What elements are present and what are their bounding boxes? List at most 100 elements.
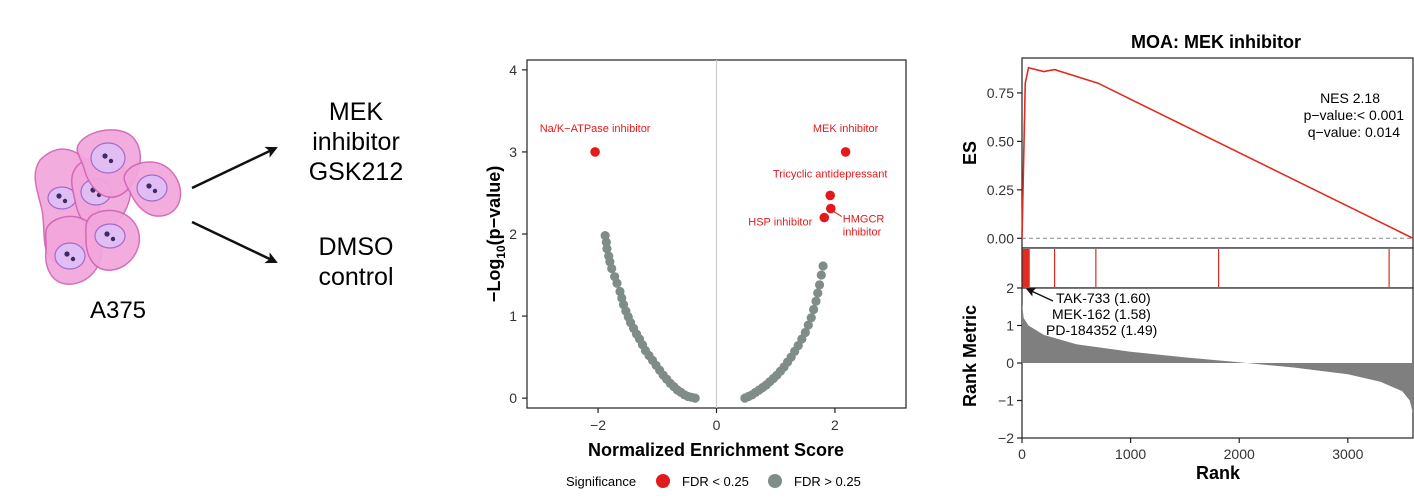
gsea-enrichment-plot: MOA: MEK inhibitor 0.00 0.25 0.50 0.75 ES N… — [960, 32, 1414, 483]
rank-x-tick-label: 2000 — [1224, 446, 1255, 462]
volcano-point-ns — [811, 296, 821, 306]
legend-swatch-fdr-high — [768, 474, 782, 488]
volcano-point-sig — [819, 212, 830, 223]
es-running-score-line — [1021, 66, 1414, 240]
volcano-point-sig — [825, 190, 835, 201]
rank-y-tick-label: 0 — [1006, 355, 1014, 371]
treatment-arrow-dmso — [191, 220, 278, 264]
cell-nucleolus-1b — [62, 198, 68, 204]
volcano-point-label: Tricyclic antidepressant — [773, 168, 888, 180]
cell-line-label: A375 — [90, 297, 146, 324]
es-y-tick-label: 0.25 — [987, 182, 1014, 198]
cell-nucleus-3 — [90, 142, 126, 174]
es-y-tick-label: 0.50 — [987, 133, 1014, 149]
rank-x-axis: 0 1000 2000 3000 — [1018, 438, 1364, 462]
cell-nucleus-6 — [94, 223, 126, 249]
volcano-y-tick-label: 3 — [509, 144, 517, 160]
volcano-point-ns — [690, 393, 700, 403]
experiment-schematic: A375 MEK inhibitor GSK212 DMSO control — [34, 98, 404, 324]
volcano-x-axis: −2 0 2 — [590, 408, 839, 433]
volcano-x-tick-label: 0 — [713, 417, 721, 433]
cell-nucleolus-3b — [108, 158, 114, 164]
gsea-title: MOA: MEK inhibitor — [1131, 32, 1301, 52]
treatment-dmso-label: DMSO control — [318, 233, 393, 291]
volcano-legend: Significance FDR < 0.25 FDR > 0.25 — [566, 474, 861, 489]
volcano-point-ns — [803, 320, 813, 330]
rank-x-axis-title: Rank — [1196, 463, 1241, 483]
volcano-point-ns — [800, 327, 810, 338]
volcano-point-sig — [825, 203, 836, 214]
volcano-point-labels: Na/K−ATPase inhibitor MEK inhibitor Tricyc… — [540, 123, 888, 239]
es-y-tick-label: 0.00 — [987, 230, 1014, 246]
es-plot-area — [1021, 57, 1414, 249]
rank-y-tick-label: −1 — [998, 393, 1014, 409]
volcano-point-ns — [806, 313, 816, 323]
es-y-tick-label: 0.75 — [987, 85, 1014, 101]
top-hit-label-1: TAK-733 (1.60) — [1056, 290, 1151, 306]
rank-x-tick-label: 3000 — [1332, 446, 1363, 462]
volcano-point-label: HMGCR inhibitor — [843, 214, 885, 239]
legend-title: Significance — [566, 474, 636, 489]
volcano-y-tick-label: 1 — [509, 308, 517, 324]
rank-x-tick-label: 0 — [1018, 446, 1026, 462]
volcano-point-label: MEK inhibitor — [813, 123, 879, 135]
p-value-annotation: p−value:< 0.001 — [1304, 107, 1405, 123]
volcano-point-ns — [818, 261, 828, 271]
volcano-point-ns — [612, 278, 622, 288]
cell-nucleolus-1a — [56, 193, 62, 199]
hit-barcode-area — [1021, 247, 1414, 289]
volcano-point-ns — [809, 304, 819, 315]
cell-nucleolus-4b — [152, 188, 158, 194]
volcano-point-ns — [816, 270, 826, 280]
volcano-label-connector — [833, 211, 843, 217]
rank-metric-y-axis: −2 −1 0 1 2 — [998, 280, 1022, 446]
legend-entry-fdr-low: FDR < 0.25 — [682, 474, 749, 489]
volcano-point-ns — [813, 288, 823, 298]
es-y-axis-title: ES — [960, 141, 980, 165]
volcano-y-tick-label: 0 — [509, 390, 517, 406]
cell-nucleus-4 — [136, 174, 168, 202]
volcano-points-nonsignificant — [600, 231, 828, 403]
top-hit-label-2: MEK-162 (1.58) — [1052, 306, 1151, 322]
es-y-axis: 0.00 0.25 0.50 0.75 — [987, 85, 1022, 246]
volcano-y-axis: 0 1 2 3 4 — [509, 62, 527, 406]
legend-entry-fdr-high: FDR > 0.25 — [794, 474, 861, 489]
volcano-y-tick-label: 4 — [509, 62, 517, 78]
rank-x-tick-label: 1000 — [1115, 446, 1146, 462]
volcano-x-axis-title: Normalized Enrichment Score — [588, 440, 844, 460]
rank-y-tick-label: 2 — [1006, 280, 1014, 296]
rank-metric-fill — [1022, 303, 1413, 414]
cell-nucleus-1 — [47, 186, 77, 210]
volcano-point-label: Na/K−ATPase inhibitor — [540, 123, 651, 135]
volcano-point-sig — [840, 147, 851, 157]
cell-nucleolus-3a — [102, 153, 108, 159]
volcano-point-ns — [814, 280, 825, 290]
volcano-point-ns — [607, 263, 617, 274]
top-hit-label-3: PD-184352 (1.49) — [1046, 322, 1157, 338]
cell-nucleolus-5b — [70, 256, 76, 262]
q-value-annotation: q−value: 0.014 — [1308, 124, 1400, 140]
nes-annotation: NES 2.18 — [1320, 90, 1380, 106]
volcano-x-tick-label: 2 — [831, 417, 839, 433]
volcano-points-significant — [590, 147, 851, 223]
cell-nucleolus-4a — [146, 183, 152, 189]
rank-metric-y-axis-title: Rank Metric — [960, 305, 980, 407]
volcano-point-label: HSP inhibitor — [748, 217, 812, 229]
legend-swatch-fdr-low — [656, 474, 670, 488]
a375-cells-illustration — [34, 129, 182, 285]
volcano-point-sig — [590, 147, 600, 157]
cell-nucleolus-5a — [64, 251, 70, 257]
rank-y-tick-label: 1 — [1006, 318, 1014, 334]
volcano-y-tick-label: 2 — [509, 226, 517, 242]
volcano-x-tick-label: −2 — [590, 417, 606, 433]
cell-nucleolus-6a — [104, 231, 110, 237]
top-hit-arrow — [1026, 288, 1054, 302]
treatment-mek-label: MEK inhibitor GSK212 — [309, 98, 404, 186]
treatment-arrow-mek — [191, 146, 278, 190]
gene-set-hits — [1022, 249, 1390, 287]
cell-nucleus-5 — [54, 242, 86, 270]
cell-nucleolus-6b — [110, 236, 116, 242]
rank-y-tick-label: −2 — [998, 430, 1014, 446]
volcano-y-axis-title: −Log10(p−value) — [484, 166, 508, 302]
